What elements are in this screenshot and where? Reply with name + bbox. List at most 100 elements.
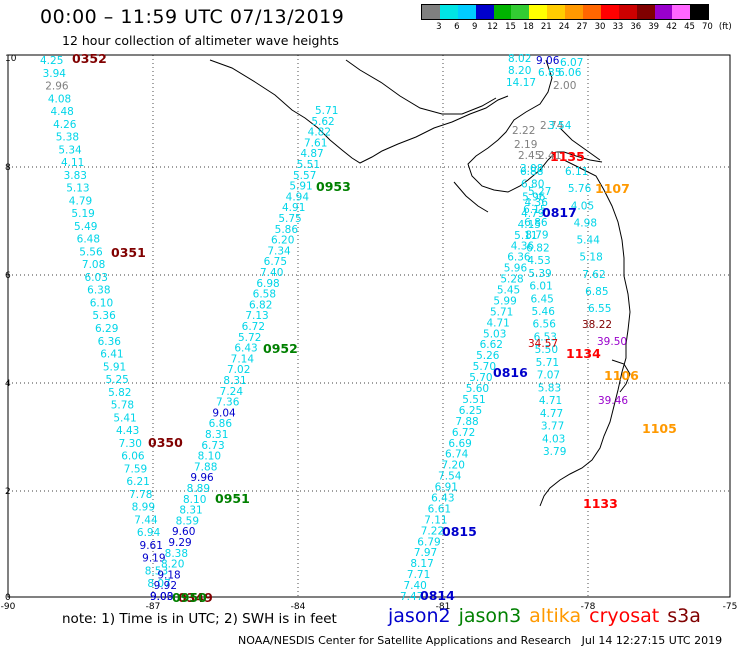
color-scale-label: 70 xyxy=(701,22,713,32)
swh-value-0953: 4.94 xyxy=(286,191,310,203)
swh-value-0352: 5.49 xyxy=(74,221,97,233)
color-scale-label: 30 xyxy=(594,22,606,32)
swh-value-0815: 7.88 xyxy=(455,416,478,428)
color-scale-label: 24 xyxy=(558,22,570,32)
map-frame xyxy=(7,54,731,598)
swh-value-0816: 5.39 xyxy=(528,268,551,280)
swh-value-0816: 5.96 xyxy=(522,191,546,203)
swh-value-0953: 9.96 xyxy=(190,472,214,484)
pass-label-0952: 0952 xyxy=(263,341,298,356)
page-subtitle: 12 hour collection of altimeter wave hei… xyxy=(62,33,339,48)
swh-value-0815: 4.71 xyxy=(486,317,509,329)
pass-label-0349: 0349 xyxy=(178,590,213,605)
pass-label-1135: 1135 xyxy=(550,149,585,164)
swh-value-0815: 5.71 xyxy=(490,306,513,318)
swh-value-0815: 4.15 xyxy=(518,219,541,231)
pass-label-0351: 0351 xyxy=(111,245,146,260)
swh-value-0815: 6.69 xyxy=(448,438,471,450)
swh-value-0816: 3.79 xyxy=(543,446,566,458)
swh-value-north: 2.19 xyxy=(514,139,537,151)
color-swatch xyxy=(636,5,655,19)
swh-value-north: 6.85 xyxy=(538,67,561,79)
swh-value-0352: 5.78 xyxy=(111,400,134,412)
swh-value-0815: 6.36 xyxy=(507,252,531,264)
swh-value-0953: 5.51 xyxy=(297,159,320,171)
swh-value-0953: 7.36 xyxy=(216,397,240,409)
swh-value-0815: 7.40 xyxy=(403,580,426,592)
swh-value-0816: 4.77 xyxy=(540,408,563,420)
swh-value-0352: 5.13 xyxy=(66,183,89,195)
swh-value-0352: 7.30 xyxy=(119,438,142,450)
color-scale-label: 45 xyxy=(684,22,695,32)
swh-value-0815: 7.71 xyxy=(407,569,430,581)
lat-tick-label: 2 xyxy=(5,487,11,497)
lat-tick-label: 4 xyxy=(5,379,11,389)
swh-value-0817: 6.55 xyxy=(588,303,611,315)
swh-value-0352: 6.41 xyxy=(100,349,123,361)
swh-value-0815: 5.96 xyxy=(504,263,528,275)
swh-value-north: 9.06 xyxy=(536,55,560,67)
swh-value-0352: 8.53 xyxy=(145,565,168,577)
color-swatch xyxy=(600,5,619,19)
lat-tick-label: 8 xyxy=(5,163,11,173)
color-scale-label: 12 xyxy=(487,22,499,32)
swh-value-0352: 3.83 xyxy=(64,170,87,182)
swh-value-0815: 4.36 xyxy=(511,241,535,253)
swh-value-0352: 7.08 xyxy=(82,259,105,271)
swh-value-1134: 39.50 xyxy=(597,336,627,348)
swh-value-0817: 6.85 xyxy=(585,286,608,298)
satellite-jason3: jason3 xyxy=(458,605,522,627)
swh-value-0815: 6.72 xyxy=(452,427,475,439)
swh-value-0815: 5.28 xyxy=(500,274,523,286)
swh-value-0953: 9.04 xyxy=(212,407,236,419)
swh-value-0815: 6.25 xyxy=(459,405,482,417)
swh-value-0352: 9.19 xyxy=(142,553,165,565)
swh-value-0953: 6.82 xyxy=(249,299,272,311)
color-scale-label: 27 xyxy=(576,22,588,32)
swh-value-0815: 4.79 xyxy=(521,208,544,220)
pass-label-0951: 0951 xyxy=(215,491,250,506)
swh-value-0816: 4.71 xyxy=(539,395,562,407)
swh-value-north: 2.74 xyxy=(540,120,564,132)
lon-tick-label: -75 xyxy=(723,602,738,612)
swh-value-0815: 6.74 xyxy=(445,449,469,461)
swh-value-0953: 7.14 xyxy=(231,353,255,365)
swh-value-0815: 6.62 xyxy=(480,339,503,351)
swh-value-0953: 8.20 xyxy=(161,559,184,571)
swh-value-0816: 6.88 xyxy=(520,166,543,178)
page-title: 00:00 – 11:59 UTC 07/13/2019 xyxy=(40,6,345,28)
swh-value-0953: 8.10 xyxy=(198,451,221,463)
swh-value-0953: 7.40 xyxy=(260,267,283,279)
swh-value-0815: 5.03 xyxy=(483,328,506,340)
pass-label-0953: 0953 xyxy=(316,179,351,194)
pass-label-0817: 0817 xyxy=(542,205,577,220)
swh-value-0352: 2.96 xyxy=(45,81,69,93)
pass-label-1107: 1107 xyxy=(595,181,630,196)
swh-value-0815: 6.61 xyxy=(428,503,451,515)
satellite-s3a: s3a xyxy=(667,605,701,627)
swh-value-north: 6.07 xyxy=(560,57,583,69)
pass-labels: 0352 0351 0350 0349 0953 0952 0951 0950 0815 0816… xyxy=(72,51,677,605)
swh-value-0817: 4.98 xyxy=(574,217,597,229)
swh-value-0953: 8.31 xyxy=(223,375,246,387)
swh-value-0817: 7.62 xyxy=(582,269,605,281)
color-swatch xyxy=(618,5,637,19)
swh-value-0352: 6.06 xyxy=(121,451,145,463)
swh-value-0816: 6.15 xyxy=(523,204,546,216)
swh-value-0816: 6.45 xyxy=(530,293,553,305)
swh-value-0953: 8.10 xyxy=(183,494,206,506)
color-swatch xyxy=(475,5,494,19)
pass-label-1134: 1134 xyxy=(566,346,601,361)
swh-value-0816: 6.86 xyxy=(524,217,548,229)
color-swatch xyxy=(493,5,512,19)
swh-value-0352: 3.94 xyxy=(43,68,67,80)
swh-value-0815: 5.26 xyxy=(476,350,500,362)
lat-tick-label: 0 xyxy=(5,593,11,603)
swh-value-0816: 3.77 xyxy=(541,421,564,433)
swh-value-0815: 5.99 xyxy=(493,295,516,307)
color-swatch xyxy=(439,5,458,19)
pass-label-0815: 0815 xyxy=(442,524,477,539)
color-scale-label: 15 xyxy=(505,22,516,32)
swh-value-0815: 5.27 xyxy=(528,186,551,198)
swh-value-0816: 4.53 xyxy=(527,255,550,267)
